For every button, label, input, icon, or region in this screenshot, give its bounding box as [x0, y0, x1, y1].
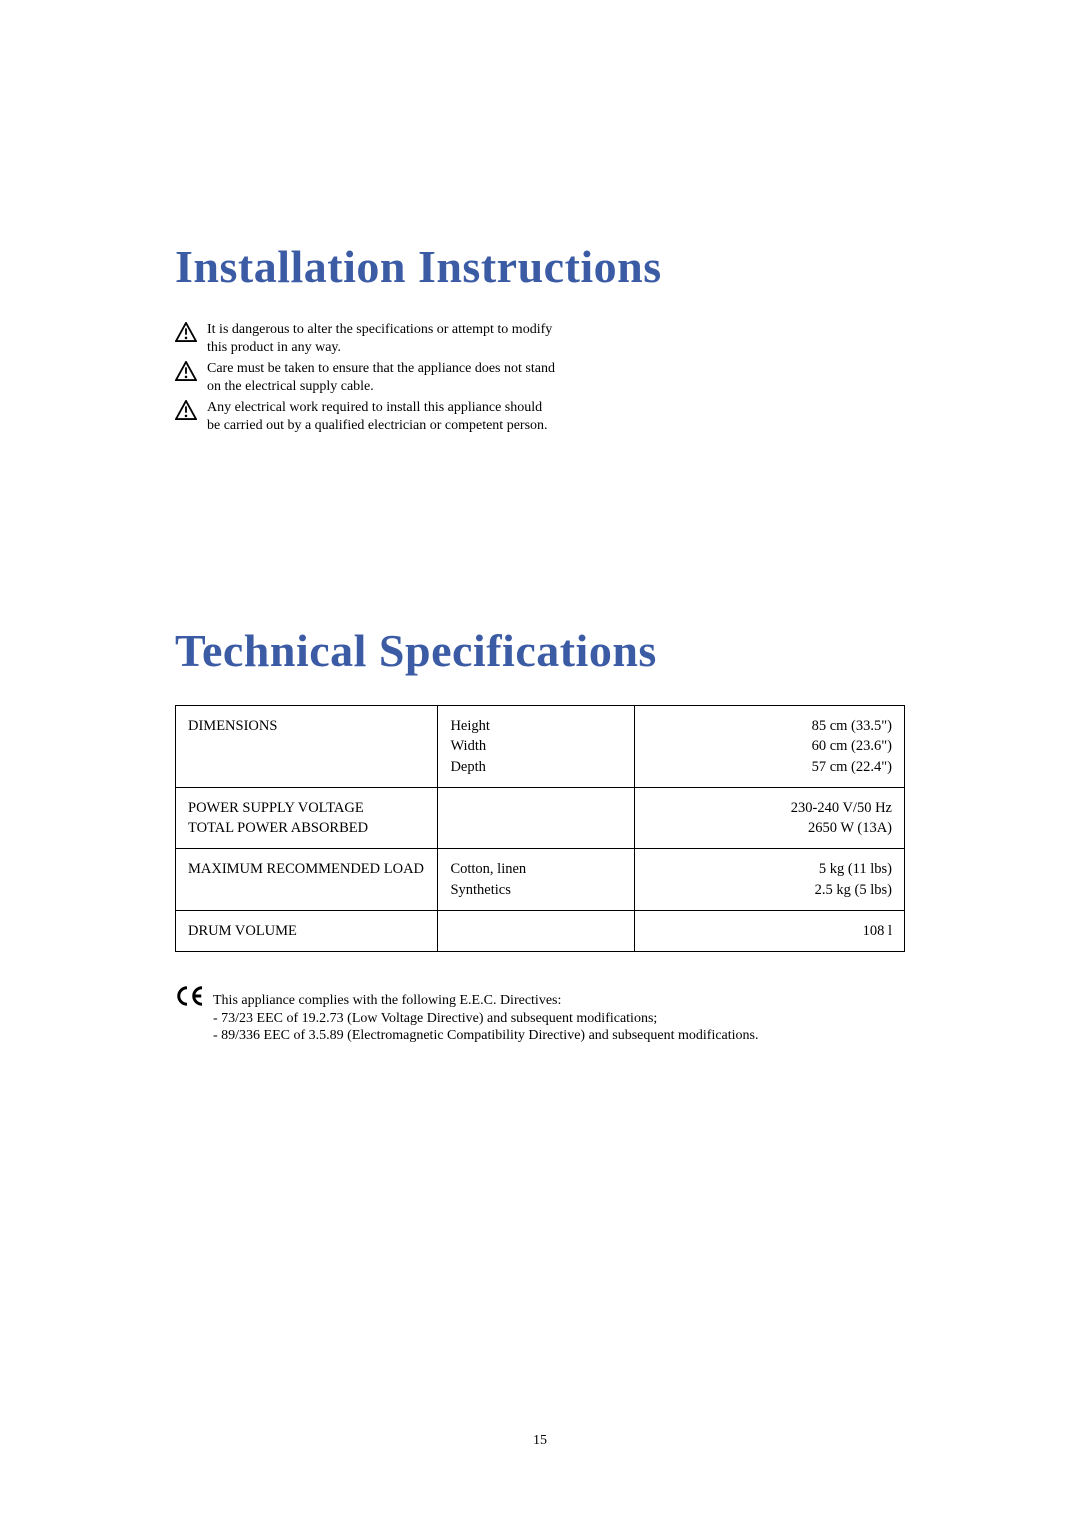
ce-compliance-block: This appliance complies with the followi…	[175, 984, 905, 1045]
spec-line: Width	[450, 738, 486, 754]
spec-values: 5 kg (11 lbs) 2.5 kg (5 lbs)	[635, 849, 905, 911]
spec-line: 2.5 kg (5 lbs)	[815, 882, 892, 898]
spec-line: Synthetics	[450, 882, 510, 898]
warning-text: Any electrical work required to install …	[207, 399, 555, 434]
warning-row: It is dangerous to alter the specificati…	[175, 321, 555, 356]
warning-row: Care must be taken to ensure that the ap…	[175, 360, 555, 395]
spec-subfields	[438, 911, 635, 952]
spec-table: DIMENSIONS Height Width Depth 85 cm (33.…	[175, 705, 905, 952]
ce-mark-icon	[175, 984, 205, 1013]
spec-line: 108 l	[863, 923, 892, 939]
spec-line: Cotton, linen	[450, 861, 526, 877]
installation-heading: Installation Instructions	[175, 240, 905, 293]
ce-line: - 73/23 EEC of 19.2.73 (Low Voltage Dire…	[213, 1011, 657, 1026]
ce-line: - 89/336 EEC of 3.5.89 (Electromagnetic …	[213, 1028, 759, 1043]
spec-label: DRUM VOLUME	[176, 911, 438, 952]
warnings-list: It is dangerous to alter the specificati…	[175, 321, 555, 434]
spec-line: 2650 W (13A)	[808, 820, 892, 836]
warning-text: It is dangerous to alter the specificati…	[207, 321, 555, 356]
table-row: DRUM VOLUME 108 l	[176, 911, 905, 952]
spec-subfields: Cotton, linen Synthetics	[438, 849, 635, 911]
spec-label: DIMENSIONS	[176, 706, 438, 788]
spec-subfields	[438, 787, 635, 849]
warning-row: Any electrical work required to install …	[175, 399, 555, 434]
ce-intro: This appliance complies with the followi…	[213, 993, 561, 1008]
spec-label: MAXIMUM RECOMMENDED LOAD	[176, 849, 438, 911]
warning-triangle-icon	[175, 361, 197, 386]
spec-line: POWER SUPPLY VOLTAGE	[188, 800, 364, 816]
spec-line: 5 kg (11 lbs)	[819, 861, 892, 877]
spec-values: 85 cm (33.5") 60 cm (23.6") 57 cm (22.4"…	[635, 706, 905, 788]
page-number: 15	[0, 1433, 1080, 1449]
spec-line: TOTAL POWER ABSORBED	[188, 820, 368, 836]
spec-values: 108 l	[635, 911, 905, 952]
table-row: MAXIMUM RECOMMENDED LOAD Cotton, linen S…	[176, 849, 905, 911]
spec-label: POWER SUPPLY VOLTAGE TOTAL POWER ABSORBE…	[176, 787, 438, 849]
spec-subfields: Height Width Depth	[438, 706, 635, 788]
warning-text: Care must be taken to ensure that the ap…	[207, 360, 555, 395]
table-row: DIMENSIONS Height Width Depth 85 cm (33.…	[176, 706, 905, 788]
warning-triangle-icon	[175, 322, 197, 347]
spec-values: 230-240 V/50 Hz 2650 W (13A)	[635, 787, 905, 849]
table-row: POWER SUPPLY VOLTAGE TOTAL POWER ABSORBE…	[176, 787, 905, 849]
spec-line: 230-240 V/50 Hz	[791, 800, 892, 816]
spec-line: 60 cm (23.6")	[812, 738, 892, 754]
spec-line: Depth	[450, 759, 485, 775]
ce-text: This appliance complies with the followi…	[213, 984, 759, 1045]
warning-triangle-icon	[175, 400, 197, 425]
techspec-heading: Technical Specifications	[175, 624, 905, 677]
spec-line: 57 cm (22.4")	[812, 759, 892, 775]
spec-line: Height	[450, 718, 489, 734]
spec-line: 85 cm (33.5")	[812, 718, 892, 734]
